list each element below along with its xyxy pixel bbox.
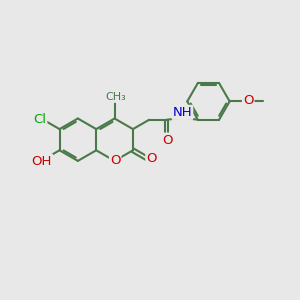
Text: Cl: Cl (33, 113, 46, 126)
Text: O: O (110, 154, 120, 167)
Text: O: O (243, 94, 254, 107)
Text: OH: OH (32, 154, 52, 168)
Text: O: O (146, 152, 157, 166)
Text: O: O (162, 134, 172, 147)
Text: CH₃: CH₃ (106, 92, 126, 102)
Text: NH: NH (172, 106, 192, 119)
